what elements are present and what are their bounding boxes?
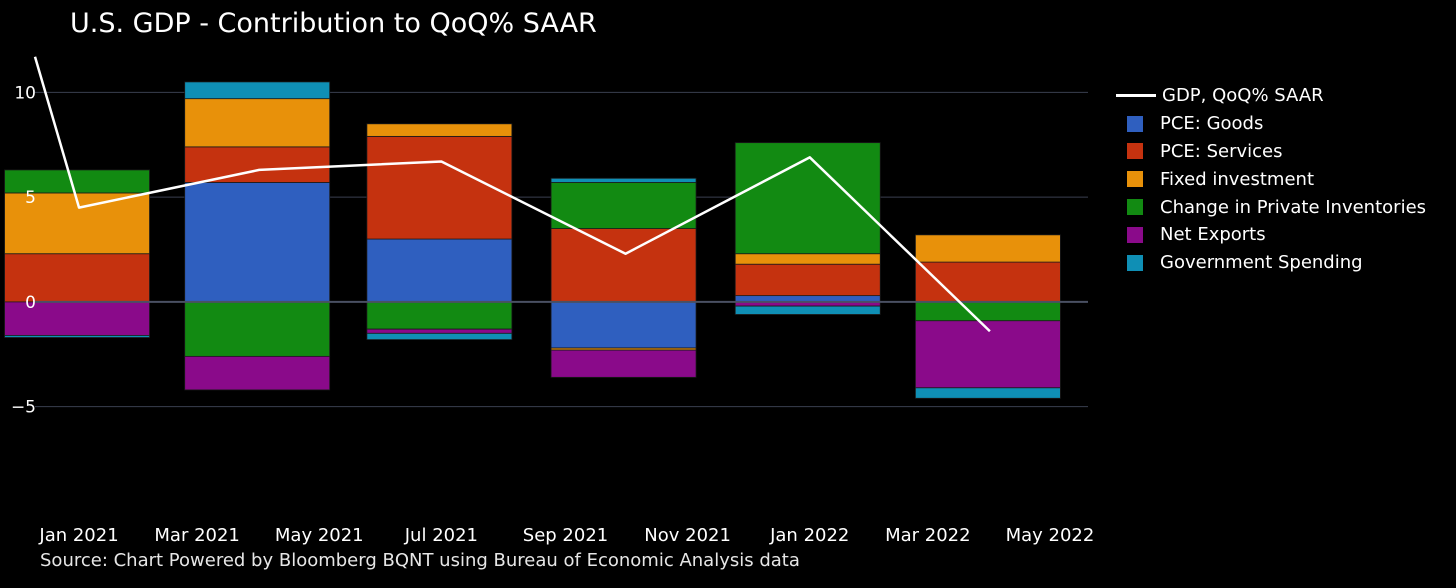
legend-swatch [1127,143,1143,160]
legend-item-pce-goods[interactable]: PCE: Goods [1116,110,1426,138]
x-tick-label: May 2022 [1006,525,1095,546]
bar-fixed-investment[interactable] [915,234,1061,263]
legend-line-swatch [1116,94,1156,98]
bar-pce-services[interactable] [184,146,331,183]
gdp-point[interactable] [439,160,443,164]
legend-item-gdp[interactable]: GDP, QoQ% SAAR [1116,82,1426,110]
bar-government-spending[interactable] [4,335,150,338]
bar-net-exports[interactable] [366,328,513,334]
gdp-point[interactable] [988,329,992,333]
bar-change-in-private-inventories[interactable] [550,182,697,229]
y-tick-label: 5 [25,188,36,208]
legend-item-pce-services[interactable]: PCE: Services [1116,138,1426,166]
legend-label: Change in Private Inventories [1160,196,1427,218]
source-note: Source: Chart Powered by Bloomberg BQNT … [40,550,800,571]
y-tick-label: 10 [14,83,36,103]
gdp-point[interactable] [808,155,812,159]
legend-label: PCE: Goods [1160,113,1264,135]
gdp-point[interactable] [33,55,37,59]
legend: GDP, QoQ% SAAR PCE: Goods PCE: Services … [1116,82,1426,277]
bar-pce-services[interactable] [366,135,513,240]
legend-swatch [1127,254,1143,271]
y-tick-label: 0 [25,293,36,313]
bar-pce-services[interactable] [734,263,881,297]
bar-government-spending[interactable] [734,305,881,315]
bar-fixed-investment[interactable] [366,123,513,137]
bar-fixed-investment[interactable] [184,98,331,148]
bar-net-exports[interactable] [550,349,697,378]
bar-fixed-investment[interactable] [734,253,881,265]
bar-change-in-private-inventories[interactable] [4,169,150,194]
gdp-point[interactable] [624,252,628,256]
legend-item-net-exports[interactable]: Net Exports [1116,221,1426,249]
x-tick-label: Nov 2021 [644,525,731,546]
x-tick-label: Mar 2022 [885,525,971,546]
chart-title: U.S. GDP - Contribution to QoQ% SAAR [70,8,597,39]
bar-government-spending[interactable] [366,332,513,341]
legend-item-inventories[interactable]: Change in Private Inventories [1116,193,1426,221]
gdp-line[interactable] [33,56,991,333]
bar-change-in-private-inventories[interactable] [915,301,1061,322]
y-tick-label: −5 [11,398,36,418]
x-tick-label: Sep 2021 [523,525,608,546]
legend-label: Net Exports [1160,224,1266,246]
gdp-point[interactable] [257,168,261,172]
legend-item-fixed-investment[interactable]: Fixed investment [1116,165,1426,193]
x-tick-label: Jan 2022 [769,525,849,546]
bar-change-in-private-inventories[interactable] [184,301,331,357]
x-tick-label: May 2021 [275,525,364,546]
bar-government-spending[interactable] [550,177,697,183]
bar-government-spending[interactable] [184,81,331,100]
gdp-point[interactable] [77,206,81,210]
legend-swatch [1127,226,1143,243]
bar-pce-goods[interactable] [184,182,331,303]
legend-swatch [1127,115,1143,132]
x-tick-label: Jan 2021 [38,525,118,546]
x-tick-label: Mar 2021 [154,525,240,546]
bar-change-in-private-inventories[interactable] [734,142,881,255]
bar-net-exports[interactable] [184,355,331,391]
bar-pce-goods[interactable] [366,238,513,303]
x-tick-label: Jul 2021 [404,525,478,546]
legend-label: GDP, QoQ% SAAR [1162,85,1324,107]
legend-label: Fixed investment [1160,168,1315,190]
legend-swatch [1127,199,1143,216]
bar-pce-services[interactable] [550,228,697,303]
bar-pce-goods[interactable] [550,301,697,349]
legend-label: Government Spending [1160,252,1363,274]
bar-government-spending[interactable] [915,387,1061,399]
legend-swatch [1127,171,1143,188]
legend-item-government-spending[interactable]: Government Spending [1116,249,1426,277]
legend-label: PCE: Services [1160,140,1283,162]
bar-change-in-private-inventories[interactable] [366,301,513,330]
